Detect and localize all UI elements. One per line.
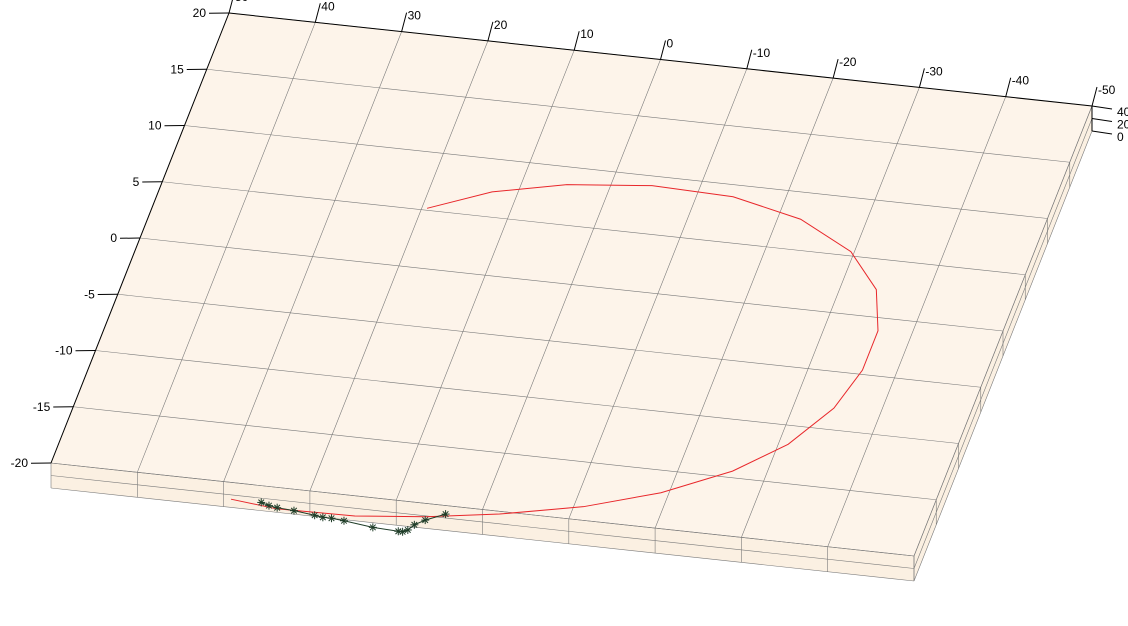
y-tick-mark [918,68,925,88]
y-tick-mark [832,58,839,79]
x-tick-label: 10 [148,119,162,133]
y-tick-mark [573,31,580,51]
x-tick-label: 0 [110,231,117,245]
track-point-marker [318,513,327,522]
track-point-marker [368,523,377,532]
gridline-y [482,59,661,510]
y-tick-label: -40 [1012,74,1030,88]
z-tick-mark [1091,118,1113,122]
gridline-y [568,68,748,519]
z-tick-mark [1091,130,1113,135]
x-tick-label: 15 [170,62,184,76]
x-tick-label: -5 [84,287,95,301]
track-point-marker [264,501,273,510]
series-layer [230,184,879,536]
track-point-marker [441,510,450,519]
track-point-marker [257,498,266,507]
x-tick-label: -10 [55,344,73,358]
y-tick-label: 0 [667,37,674,51]
track-point-marker [310,511,319,520]
track-point-marker [403,525,412,534]
track-point-marker [339,516,348,525]
y-tick-mark [401,12,408,32]
y-tick-label: -30 [925,64,943,78]
y-tick-label: 50 [235,0,249,4]
z-tick-label: 400 [1117,105,1128,119]
y-tick-label: -20 [839,55,857,69]
y-tick-label: 10 [580,27,594,41]
gridline-y [309,40,489,492]
gridline-y [395,50,575,501]
x-tick-label: 20 [193,6,207,20]
y-tick-mark [314,3,321,23]
y-tick-mark [487,21,494,42]
y-tick-label: 20 [494,18,508,32]
tick-layer: -20-15-10-50510152050403020100-10-20-30-… [11,0,1128,470]
y-tick-label: 30 [408,9,422,23]
y-tick-mark [660,40,666,60]
gridline-y [741,87,920,538]
z-tick-label: 0 [1117,130,1124,144]
y-tick-mark [1005,77,1012,97]
gridline-y [654,77,834,529]
y-tick-mark [1091,86,1098,107]
track-point-marker [273,503,282,512]
y-tick-label: -10 [753,46,771,60]
track-point-marker [327,514,336,523]
y-tick-label: -50 [1098,83,1116,97]
x-tick-label: 5 [133,175,140,189]
z-tick-mark [1091,105,1113,110]
x-tick-label: -15 [33,400,51,414]
track-point-marker [410,520,419,529]
x-tick-label: -20 [11,456,29,470]
gridline-y [137,22,316,473]
y-tick-mark [746,49,753,69]
gridline-y [827,96,1006,547]
gridline-y [223,31,402,482]
y-tick-mark [228,0,233,14]
track-point-marker [289,506,298,515]
y-tick-label: 40 [321,0,335,13]
track-point-marker [421,516,430,525]
pane-layer [51,13,1092,581]
z-tick-label: 200 [1117,118,1128,132]
